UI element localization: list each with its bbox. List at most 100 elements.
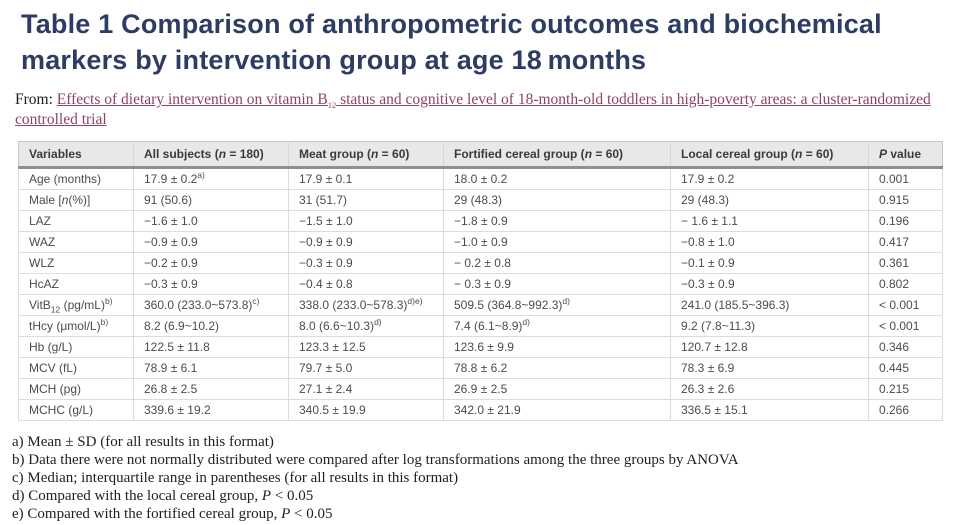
footnote-d: d) Compared with the local cereal group,… [12, 488, 314, 504]
value-cell: 120.7 ± 12.8 [670, 336, 869, 358]
table-row: Hb (g/L) 122.5 ± 11.8 123.3 ± 12.5 123.6 ± … [18, 336, 943, 358]
value-cell: 0.802 [868, 273, 943, 295]
table-row: WAZ −0.9 ± 0.9 −0.9 ± 0.9 −1.0 ± 0.9 −0.8 ± … [18, 231, 943, 253]
value-cell: 29 (48.3) [670, 189, 869, 211]
value-cell: 0.266 [868, 399, 943, 421]
value-cell: −0.8 ± 1.0 [670, 231, 869, 253]
value-cell: 78.3 ± 6.9 [670, 357, 869, 379]
value-cell: −1.5 ± 1.0 [288, 210, 444, 232]
table-row: WLZ −0.2 ± 0.9 −0.3 ± 0.9− 0.2 ± 0.8 −0.1 ±… [18, 252, 943, 274]
variable-cell: HcAZ [18, 273, 134, 295]
value-cell: 31 (51.7) [288, 189, 444, 211]
footnote-c: c) Median; interquartile range in parent… [12, 470, 459, 486]
value-cell: 0.445 [868, 357, 943, 379]
variable-cell: WAZ [18, 231, 134, 253]
value-cell: 26.9 ± 2.5 [443, 378, 671, 400]
value-cell: 123.3 ± 12.5 [288, 336, 444, 358]
value-cell: −0.3 ± 0.9 [133, 273, 289, 295]
value-cell: 0.196 [868, 210, 943, 232]
value-cell: 509.5 (364.8~992.3)d) [443, 294, 671, 316]
source-article-link[interactable]: Effects of dietary intervention on vitam… [15, 91, 931, 128]
value-cell: 26.8 ± 2.5 [133, 378, 289, 400]
value-cell: 0.915 [868, 189, 943, 211]
value-cell: 0.215 [868, 378, 943, 400]
variable-cell: LAZ [18, 210, 134, 232]
value-cell: − 0.3 ± 0.9 [443, 273, 671, 295]
table-row: VitB12 (pg/mL)b) 360.0 (233.0~573.8)c) 338… [18, 294, 943, 316]
value-cell: 8.0 (6.6~10.3)d) [288, 315, 444, 337]
value-cell: 0.001 [868, 167, 943, 190]
value-cell: 29 (48.3) [443, 189, 671, 211]
value-cell: −0.2 ± 0.9 [133, 252, 289, 274]
table-row: Age (months) 17.9 ± 0.2a) 17.9 ± 0.1 18.0 ±… [18, 167, 943, 190]
value-cell: < 0.001 [868, 315, 943, 337]
variable-cell: VitB12 (pg/mL)b) [18, 294, 134, 316]
value-cell: 79.7 ± 5.0 [288, 357, 444, 379]
value-cell: 78.8 ± 6.2 [443, 357, 671, 379]
variable-cell: MCHC (g/L) [18, 399, 134, 421]
table-row: Male [n(%)] 91 (50.6) 31 (51.7) 29 (48.3) 29… [18, 189, 943, 211]
value-cell: 18.0 ± 0.2 [443, 167, 671, 190]
value-cell: −0.3 ± 0.9 [288, 252, 444, 274]
value-cell: 241.0 (185.5~396.3) [670, 294, 869, 316]
value-cell: 0.346 [868, 336, 943, 358]
value-cell: 27.1 ± 2.4 [288, 378, 444, 400]
variable-cell: MCH (pg) [18, 378, 134, 400]
variable-cell: Age (months) [18, 167, 134, 190]
column-header-0: Variables [18, 141, 134, 169]
value-cell: 26.3 ± 2.6 [670, 378, 869, 400]
table-header-row: Variables All subjects (n = 180) Meat grou… [18, 141, 943, 169]
table-row: LAZ −1.6 ± 1.0 −1.5 ± 1.0 −1.8 ± 0.9− 1.6 ±… [18, 210, 943, 232]
footnote-b: b) Data there were not normally distribu… [12, 452, 739, 468]
value-cell: 9.2 (7.8~11.3) [670, 315, 869, 337]
value-cell: < 0.001 [868, 294, 943, 316]
value-cell: − 1.6 ± 1.1 [670, 210, 869, 232]
value-cell: 342.0 ± 21.9 [443, 399, 671, 421]
variable-cell: tHcy (μmol/L)b) [18, 315, 134, 337]
value-cell: −0.9 ± 0.9 [288, 231, 444, 253]
column-header-3: Fortified cereal group (n = 60) [443, 141, 671, 169]
value-cell: 0.417 [868, 231, 943, 253]
variable-cell: Male [n(%)] [18, 189, 134, 211]
column-header-5: P value [868, 141, 943, 169]
table-row: MCV (fL) 78.9 ± 6.1 79.7 ± 5.0 78.8 ± 6.2 78… [18, 357, 943, 379]
value-cell: −1.8 ± 0.9 [443, 210, 671, 232]
value-cell: 17.9 ± 0.2a) [133, 167, 289, 190]
variable-cell: WLZ [18, 252, 134, 274]
value-cell: 17.9 ± 0.1 [288, 167, 444, 190]
value-cell: 123.6 ± 9.9 [443, 336, 671, 358]
value-cell: 336.5 ± 15.1 [670, 399, 869, 421]
column-header-1: All subjects (n = 180) [133, 141, 289, 169]
value-cell: 7.4 (6.1~8.9)d) [443, 315, 671, 337]
footnotes: a) Mean ± SD (for all results in this fo… [12, 433, 960, 523]
table-row: tHcy (μmol/L)b) 8.2 (6.9~10.2) 8.0 (6.6~10… [18, 315, 943, 337]
footnote-a: a) Mean ± SD (for all results in this fo… [12, 434, 274, 450]
source-attribution: From: Effects of dietary intervention on… [15, 90, 933, 130]
variable-cell: Hb (g/L) [18, 336, 134, 358]
value-cell: 122.5 ± 11.8 [133, 336, 289, 358]
footnote-e: e) Compared with the fortified cereal gr… [12, 506, 333, 522]
value-cell: 360.0 (233.0~573.8)c) [133, 294, 289, 316]
table-body: Age (months) 17.9 ± 0.2a) 17.9 ± 0.1 18.0 ±… [18, 167, 943, 421]
comparison-table: Variables All subjects (n = 180) Meat grou… [18, 141, 943, 421]
page-title: Table 1 Comparison of anthropometric out… [21, 9, 882, 75]
table-row: HcAZ −0.3 ± 0.9 −0.4 ± 0.8− 0.3 ± 0.9 −0.3 … [18, 273, 943, 295]
value-cell: −0.1 ± 0.9 [670, 252, 869, 274]
value-cell: −1.0 ± 0.9 [443, 231, 671, 253]
value-cell: 78.9 ± 6.1 [133, 357, 289, 379]
value-cell: −1.6 ± 1.0 [133, 210, 289, 232]
value-cell: 0.361 [868, 252, 943, 274]
table-row: MCHC (g/L) 339.6 ± 19.2 340.5 ± 19.9 342.0 … [18, 399, 943, 421]
value-cell: 340.5 ± 19.9 [288, 399, 444, 421]
value-cell: 338.0 (233.0~578.3)d)e) [288, 294, 444, 316]
variable-cell: MCV (fL) [18, 357, 134, 379]
table-header: Variables All subjects (n = 180) Meat grou… [18, 141, 943, 169]
value-cell: 91 (50.6) [133, 189, 289, 211]
value-cell: −0.9 ± 0.9 [133, 231, 289, 253]
value-cell: −0.3 ± 0.9 [670, 273, 869, 295]
value-cell: −0.4 ± 0.8 [288, 273, 444, 295]
table-row: MCH (pg) 26.8 ± 2.5 27.1 ± 2.4 26.9 ± 2.5 26… [18, 378, 943, 400]
value-cell: 8.2 (6.9~10.2) [133, 315, 289, 337]
value-cell: 339.6 ± 19.2 [133, 399, 289, 421]
column-header-4: Local cereal group (n = 60) [670, 141, 869, 169]
